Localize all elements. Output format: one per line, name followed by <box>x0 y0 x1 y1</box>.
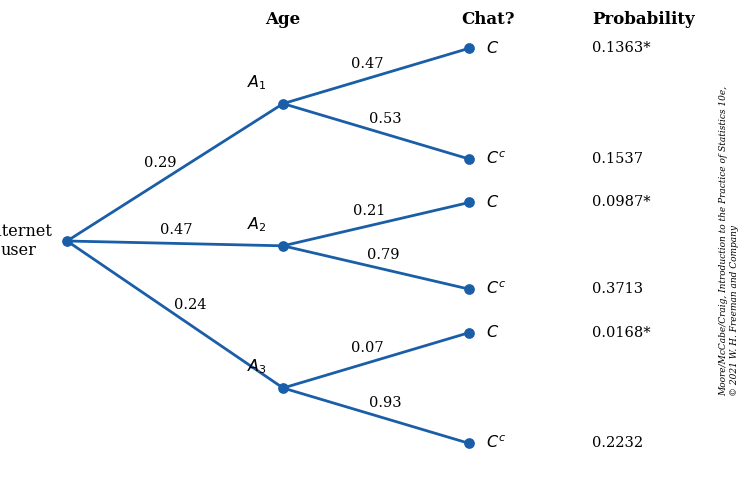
Text: $C^c$: $C^c$ <box>486 281 506 298</box>
Text: $C$: $C$ <box>486 40 499 57</box>
Point <box>463 285 475 293</box>
Text: Chat?: Chat? <box>461 11 515 27</box>
Text: 0.1363*: 0.1363* <box>592 41 651 55</box>
Point <box>61 237 73 245</box>
Text: 0.53: 0.53 <box>369 112 402 126</box>
Text: 0.47: 0.47 <box>159 223 192 237</box>
Text: 0.24: 0.24 <box>174 298 206 312</box>
Text: 0.1537: 0.1537 <box>592 152 643 166</box>
Text: $C$: $C$ <box>486 194 499 211</box>
Text: 0.0987*: 0.0987* <box>592 195 651 210</box>
Point <box>277 242 289 250</box>
Text: 0.3713: 0.3713 <box>592 282 644 296</box>
Text: $C$: $C$ <box>486 324 499 341</box>
Point <box>277 100 289 107</box>
Text: Age: Age <box>265 11 301 27</box>
Text: 0.2232: 0.2232 <box>592 436 644 451</box>
Text: 0.93: 0.93 <box>369 397 402 411</box>
Point <box>463 440 475 447</box>
Text: 0.21: 0.21 <box>353 204 385 218</box>
Text: 0.29: 0.29 <box>145 156 177 170</box>
Text: Moore/McCabe/Craig, Introduction to the Practice of Statistics 10e,
© 2021 W. H.: Moore/McCabe/Craig, Introduction to the … <box>720 86 739 396</box>
Text: $A_2$: $A_2$ <box>247 215 267 234</box>
Point <box>463 155 475 163</box>
Text: Probability: Probability <box>592 11 695 27</box>
Point <box>463 44 475 52</box>
Text: $C^c$: $C^c$ <box>486 150 506 168</box>
Text: 0.79: 0.79 <box>367 248 399 262</box>
Point <box>277 384 289 392</box>
Point <box>463 329 475 336</box>
Text: $A_1$: $A_1$ <box>247 73 267 92</box>
Text: $A_3$: $A_3$ <box>247 357 267 376</box>
Text: 0.07: 0.07 <box>351 341 384 355</box>
Text: Internet
user: Internet user <box>0 223 52 259</box>
Point <box>463 199 475 206</box>
Text: 0.47: 0.47 <box>351 57 384 71</box>
Text: $C^c$: $C^c$ <box>486 435 506 452</box>
Text: 0.0168*: 0.0168* <box>592 325 651 340</box>
